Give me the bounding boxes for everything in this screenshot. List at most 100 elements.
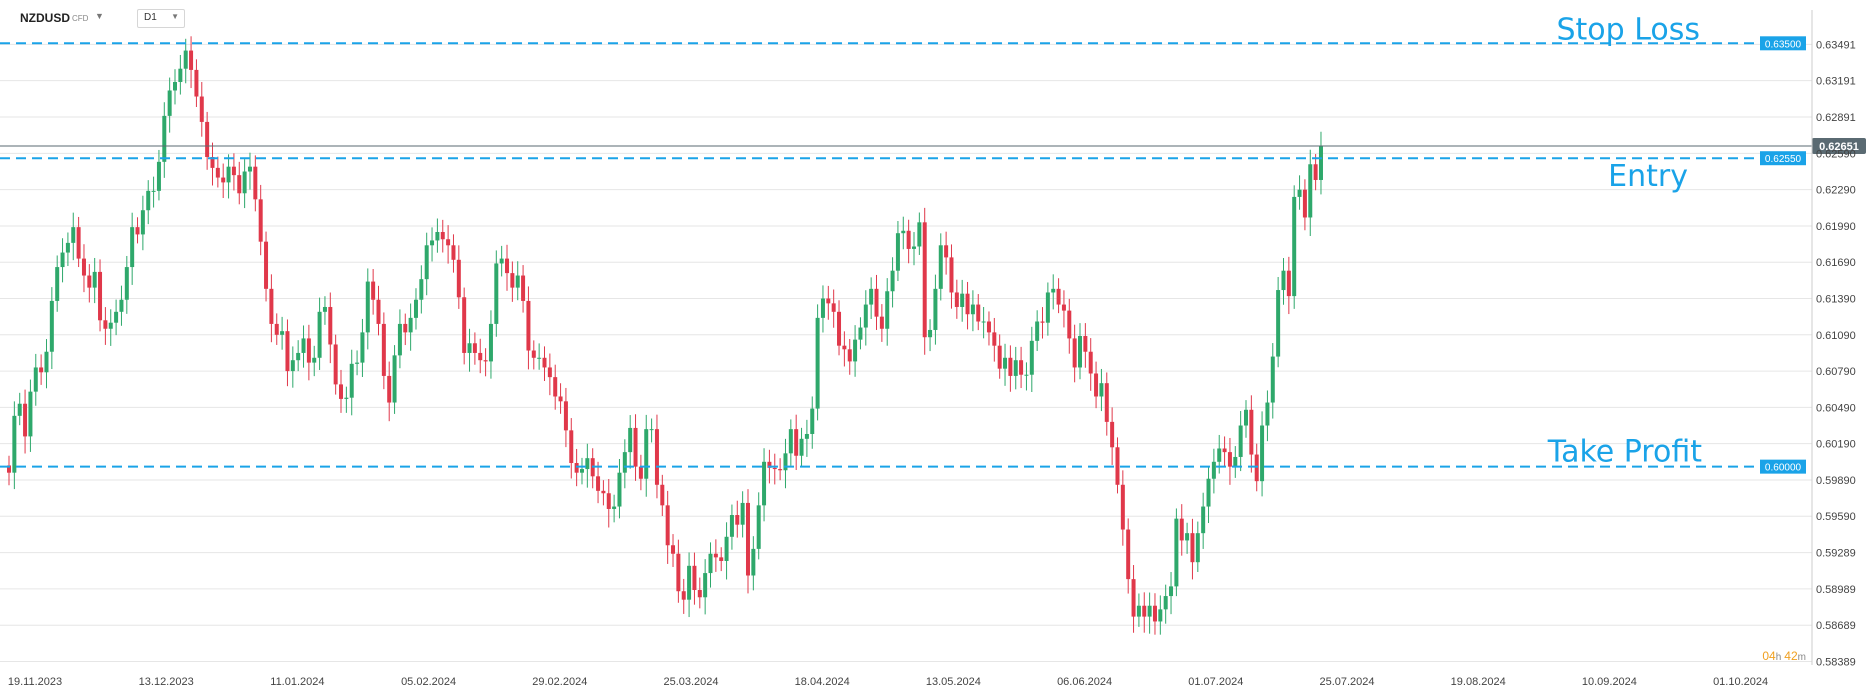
candle-up (430, 240, 435, 246)
candle-down (205, 121, 210, 157)
candle-up (1045, 292, 1050, 323)
candle-down (633, 427, 638, 467)
level-price-label: 0.60000 (1765, 463, 1802, 474)
candle-down (1040, 321, 1045, 323)
y-tick-label: 0.59890 (1816, 475, 1856, 487)
candle-down (253, 166, 258, 200)
candle-up (729, 515, 734, 537)
candle-down (654, 429, 659, 485)
candle-down (98, 271, 103, 321)
y-tick-label: 0.59590 (1816, 511, 1856, 523)
candle-up (1158, 609, 1163, 622)
candle-up (1185, 533, 1190, 541)
candle-down (1088, 351, 1093, 374)
candle-up (349, 363, 354, 398)
candle-up (33, 367, 38, 392)
candle-up (1136, 605, 1141, 617)
candle-down (1120, 484, 1125, 530)
candle-up (1078, 336, 1082, 368)
candle-up (617, 472, 622, 507)
candle-down (997, 345, 1002, 369)
levels-group: 0.62651 0.63500 Stop Loss 0.62550 Entry 0.600… (0, 12, 1866, 474)
level-name-label: Stop Loss (1556, 12, 1700, 47)
candle-down (954, 292, 959, 307)
timeframe-label: D1 (144, 12, 157, 23)
candle-up (60, 252, 65, 268)
candle-up (119, 299, 124, 312)
candle-up (810, 408, 815, 434)
candle-up (301, 338, 306, 353)
candle-down (221, 177, 226, 183)
y-tick-label: 0.60790 (1816, 366, 1856, 378)
candle-up (108, 322, 113, 329)
candle-down (440, 231, 445, 240)
candle-up (1195, 533, 1200, 563)
candle-up (247, 166, 252, 172)
candle-up (1265, 402, 1270, 426)
level-name-label: Take Profit (1547, 435, 1703, 470)
candle-down (339, 384, 344, 399)
candle-down (1061, 304, 1066, 311)
candle-up (1029, 340, 1034, 375)
symbol-label[interactable]: NZDUSD (20, 11, 70, 25)
candle-up (788, 429, 793, 454)
candle-down (81, 258, 86, 276)
candle-up (167, 90, 172, 116)
candle-up (296, 352, 301, 361)
candle-up (290, 360, 295, 372)
candle-down (1115, 447, 1120, 485)
candle-up (740, 502, 745, 525)
candle-up (494, 263, 499, 324)
candle-down (451, 245, 456, 260)
candle-down (558, 396, 563, 402)
x-tick-label: 18.04.2024 (795, 676, 850, 688)
candle-down (922, 222, 927, 338)
candle-up (71, 227, 76, 243)
candle-down (483, 360, 488, 362)
candle-down (505, 258, 510, 274)
x-tick-label: 06.06.2024 (1057, 676, 1112, 688)
y-tick-label: 0.58989 (1816, 584, 1856, 596)
x-axis: 19.11.2023 13.12.2023 11.01.2024 05.02.2024… (8, 676, 1768, 688)
timeframe-select[interactable]: D1 ▼ (137, 9, 185, 28)
candle-up (933, 288, 938, 330)
candle-up (140, 210, 145, 235)
symbol-type-label: CFD (72, 14, 89, 23)
candle-down (965, 293, 970, 315)
candle-down (547, 367, 552, 378)
y-tick-label: 0.58689 (1816, 620, 1856, 632)
candle-up (1244, 409, 1249, 426)
candle-down (258, 199, 263, 242)
candle-up (783, 453, 788, 471)
candle-up (419, 279, 424, 300)
candle-up (322, 306, 327, 312)
candle-up (960, 293, 965, 307)
candle-up (622, 452, 627, 473)
current-price-label: 0.62651 (1819, 141, 1859, 153)
candle-down (521, 275, 526, 301)
x-tick-label: 19.08.2024 (1451, 676, 1506, 688)
candle-down (745, 502, 750, 576)
candle-down (837, 311, 842, 346)
candle-up (885, 291, 890, 329)
candle-down (376, 299, 381, 324)
candle-up (1260, 425, 1265, 482)
x-tick-label: 25.03.2024 (663, 676, 718, 688)
candle-down (1110, 421, 1115, 448)
candle-up (12, 415, 17, 473)
candle-down (87, 275, 92, 288)
candle-down (831, 303, 836, 312)
candle-down (992, 332, 997, 346)
candle-down (767, 461, 772, 468)
candle-down (135, 227, 140, 235)
candle-up (28, 391, 33, 437)
y-tick-label: 0.58389 (1816, 656, 1856, 668)
x-tick-label: 01.07.2024 (1188, 676, 1243, 688)
candle-up (44, 351, 49, 373)
candle-up (151, 190, 156, 192)
candle-up (424, 245, 429, 280)
candle-down (713, 553, 718, 558)
candle-up (1217, 448, 1222, 462)
chevron-down-icon[interactable]: ▼ (95, 11, 104, 21)
